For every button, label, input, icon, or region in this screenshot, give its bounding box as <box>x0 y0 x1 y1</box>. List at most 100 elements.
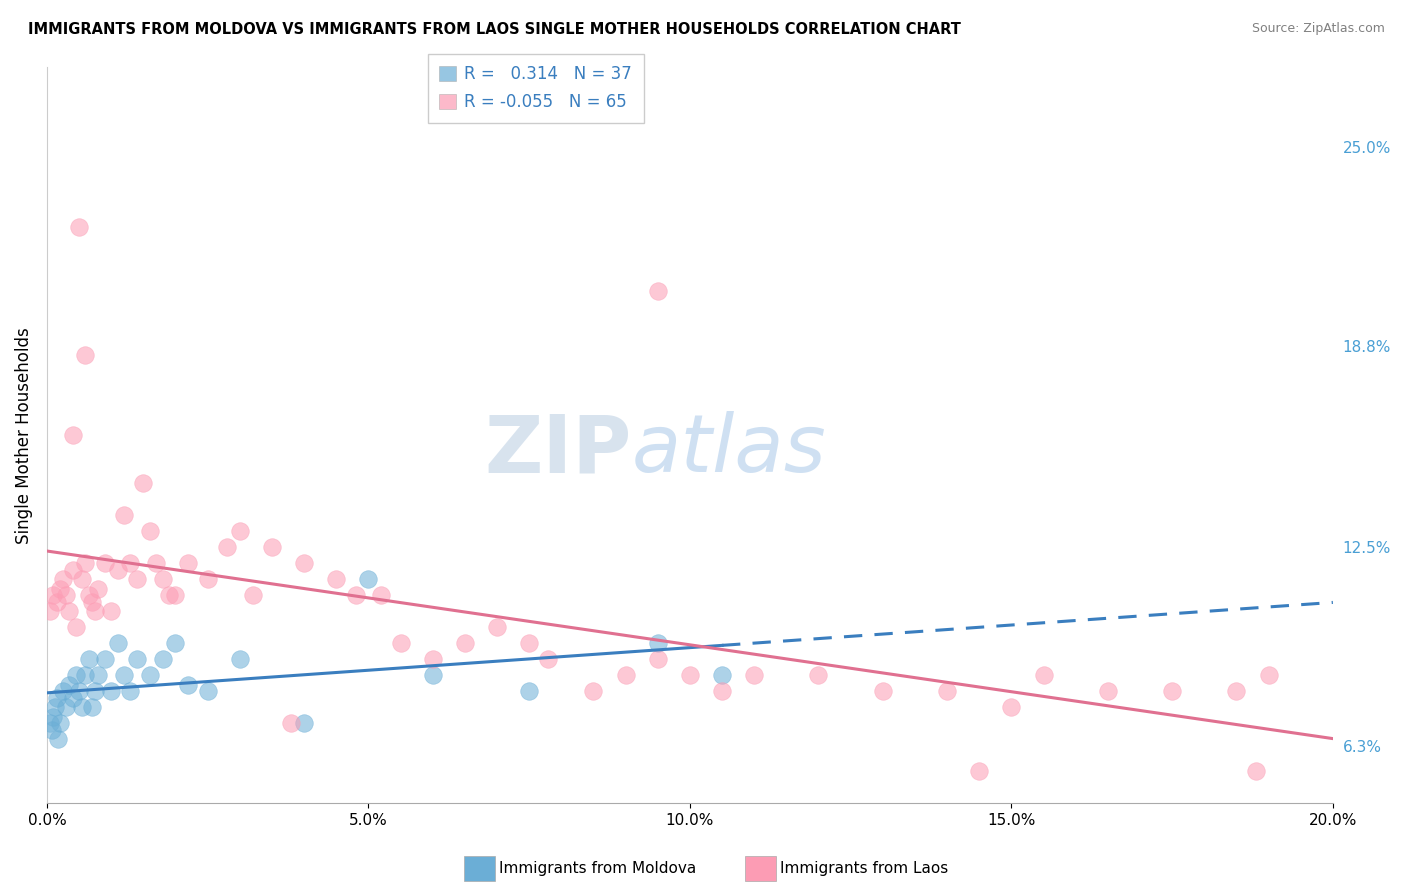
Point <box>62 563 84 577</box>
Point <box>55 700 77 714</box>
Point <box>1244 764 1267 779</box>
Point <box>454 636 477 650</box>
Point <box>145 556 167 570</box>
Point <box>42 710 65 724</box>
Point <box>325 572 347 586</box>
Point <box>72 572 94 586</box>
Legend: R =   0.314   N = 37, R = -0.055   N = 65: R = 0.314 N = 37, R = -0.055 N = 65 <box>427 54 644 123</box>
Point <box>807 668 830 682</box>
Point <box>614 668 637 682</box>
Point <box>77 588 100 602</box>
Point <box>87 668 110 682</box>
Point <box>370 588 392 602</box>
Point <box>132 476 155 491</box>
Point <box>936 684 959 698</box>
Point <box>280 716 302 731</box>
Point <box>100 604 122 618</box>
Point <box>242 588 264 602</box>
Point <box>80 595 103 609</box>
Point <box>229 524 252 539</box>
Point <box>344 588 367 602</box>
Point <box>711 668 734 682</box>
Point <box>165 636 187 650</box>
Point <box>152 652 174 666</box>
Point <box>125 652 148 666</box>
Point <box>107 636 129 650</box>
Point <box>165 588 187 602</box>
Point <box>100 684 122 698</box>
Text: atlas: atlas <box>633 411 827 489</box>
Point <box>39 604 62 618</box>
Point <box>125 572 148 586</box>
Point <box>679 668 702 682</box>
Point <box>157 588 180 602</box>
Point <box>215 541 238 555</box>
Point <box>177 678 200 692</box>
Point <box>422 668 444 682</box>
Point <box>742 668 765 682</box>
Point <box>58 678 80 692</box>
Point <box>260 541 283 555</box>
Point <box>229 652 252 666</box>
Text: IMMIGRANTS FROM MOLDOVA VS IMMIGRANTS FROM LAOS SINGLE MOTHER HOUSEHOLDS CORRELA: IMMIGRANTS FROM MOLDOVA VS IMMIGRANTS FR… <box>28 22 960 37</box>
Point <box>41 723 63 737</box>
Point <box>422 652 444 666</box>
Point <box>517 636 540 650</box>
Point <box>62 690 84 705</box>
Point <box>139 668 162 682</box>
Point <box>139 524 162 539</box>
Text: ZIP: ZIP <box>485 411 633 489</box>
Text: Source: ZipAtlas.com: Source: ZipAtlas.com <box>1251 22 1385 36</box>
Point <box>45 690 67 705</box>
Point <box>1225 684 1247 698</box>
Point <box>48 582 70 596</box>
Point <box>48 716 70 731</box>
Point <box>44 700 66 714</box>
Point <box>84 684 107 698</box>
Point <box>87 582 110 596</box>
Point <box>55 588 77 602</box>
Point <box>65 668 87 682</box>
Y-axis label: Single Mother Households: Single Mother Households <box>15 327 32 544</box>
Point <box>75 348 97 362</box>
Point <box>48 732 70 747</box>
Point <box>537 652 560 666</box>
Point <box>197 684 219 698</box>
Point <box>292 556 315 570</box>
Point <box>1032 668 1054 682</box>
Point <box>75 556 97 570</box>
Point <box>647 285 669 299</box>
Point <box>75 668 97 682</box>
Point <box>152 572 174 586</box>
Point <box>52 572 75 586</box>
Point <box>112 668 135 682</box>
Point <box>112 508 135 523</box>
Point <box>77 652 100 666</box>
Point <box>65 620 87 634</box>
Point <box>39 716 62 731</box>
Point <box>84 604 107 618</box>
Point <box>72 700 94 714</box>
Text: Immigrants from Moldova: Immigrants from Moldova <box>499 862 696 876</box>
Point <box>1097 684 1119 698</box>
Point <box>120 684 142 698</box>
Point <box>177 556 200 570</box>
Point <box>647 636 669 650</box>
Point <box>647 652 669 666</box>
Point <box>1257 668 1279 682</box>
Point <box>42 588 65 602</box>
Point <box>120 556 142 570</box>
Point <box>94 652 117 666</box>
Point <box>1000 700 1022 714</box>
Point <box>357 572 380 586</box>
Point <box>58 604 80 618</box>
Point <box>292 716 315 731</box>
Point <box>94 556 117 570</box>
Point <box>197 572 219 586</box>
Point <box>485 620 508 634</box>
Point <box>711 684 734 698</box>
Point <box>45 595 67 609</box>
Point <box>1161 684 1184 698</box>
Point <box>872 684 894 698</box>
Point <box>389 636 412 650</box>
